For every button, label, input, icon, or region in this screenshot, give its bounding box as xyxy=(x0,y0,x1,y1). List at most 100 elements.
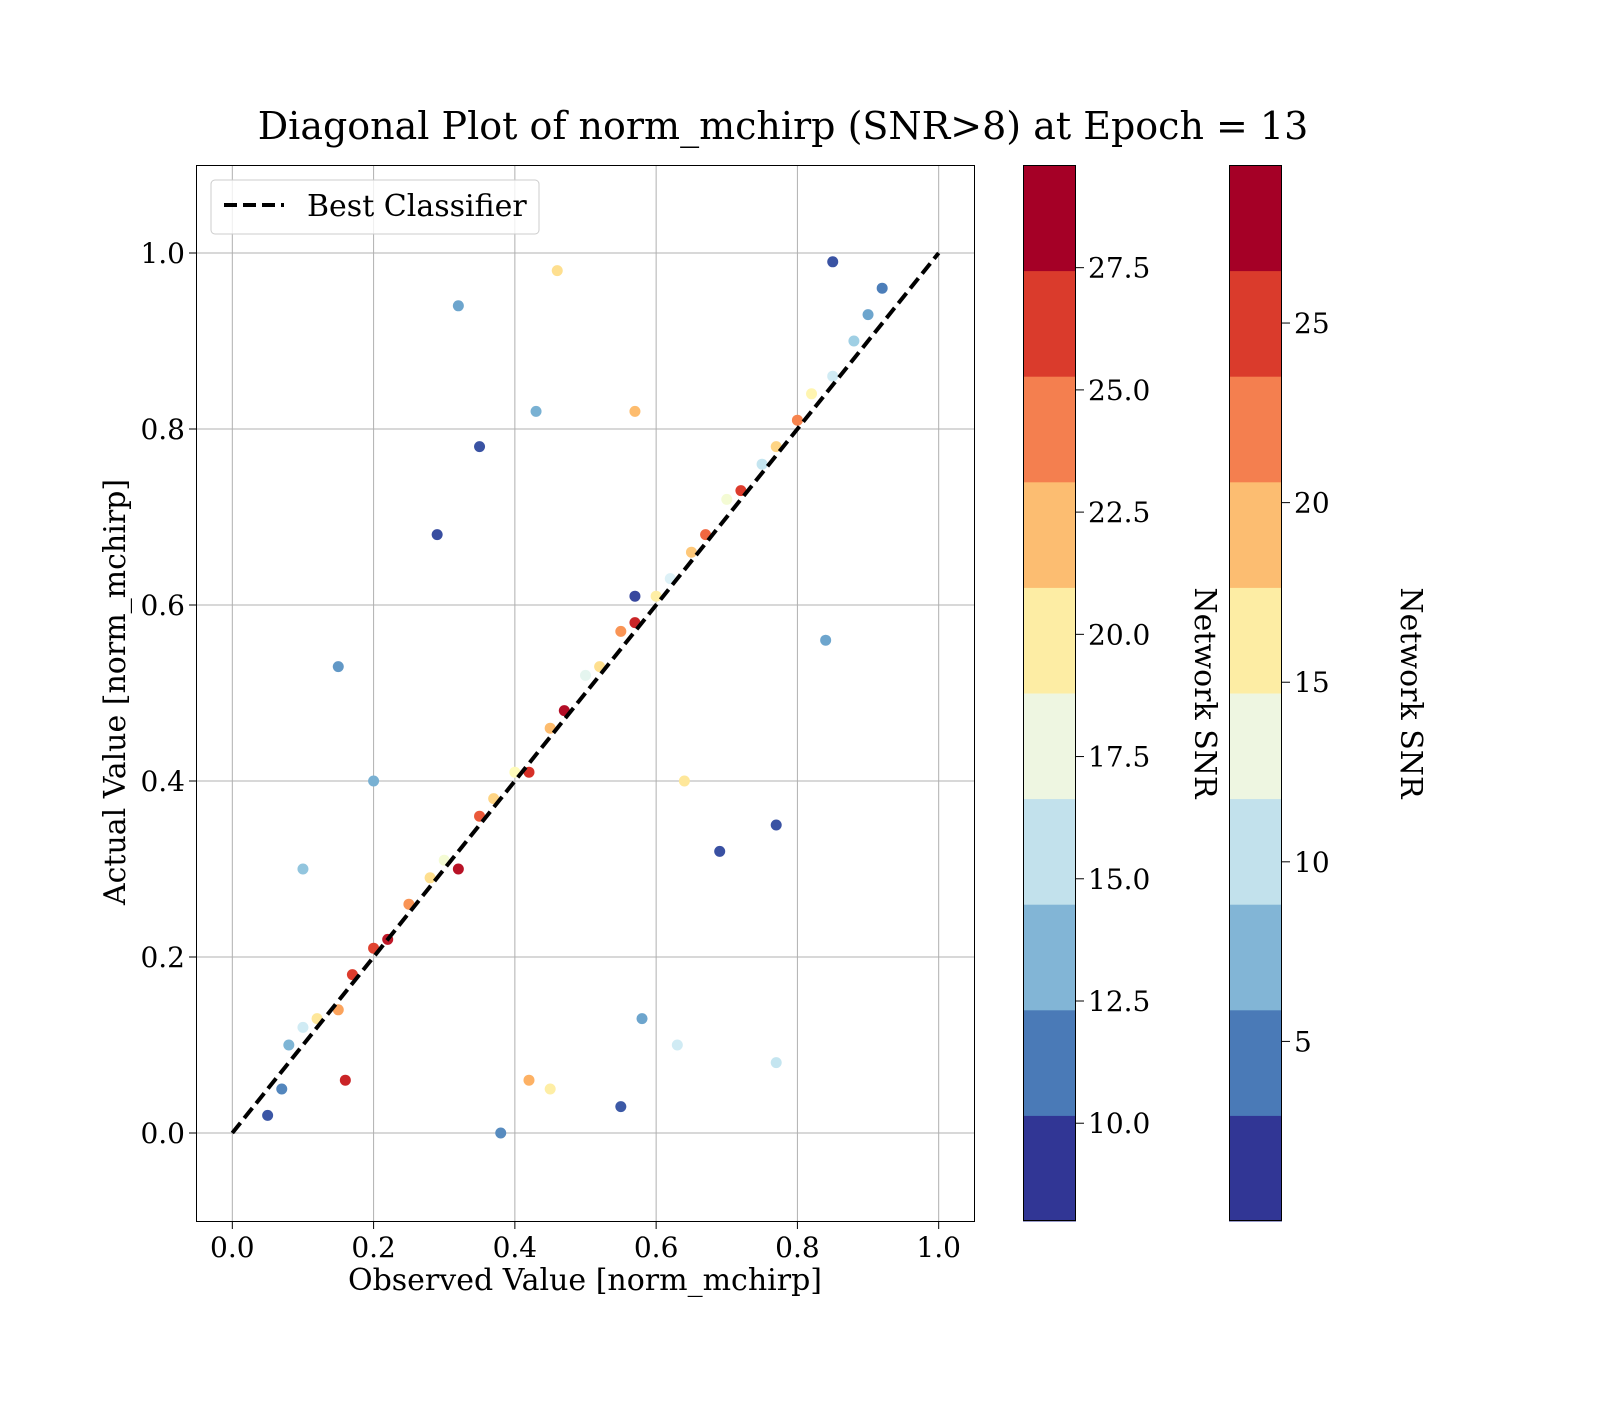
colorbar-tick-label: 27.5 xyxy=(1088,252,1150,285)
x-tick-label: 0.0 xyxy=(210,1231,255,1264)
scatter-point xyxy=(770,1057,782,1069)
scatter-point xyxy=(678,775,690,787)
colorbar-tick-label: 22.5 xyxy=(1088,496,1150,529)
x-tick-label: 0.2 xyxy=(351,1231,396,1264)
scatter-point xyxy=(615,625,627,637)
colorbar-band xyxy=(1023,376,1076,483)
grid-layer xyxy=(197,165,974,1221)
y-tick-label: 0.8 xyxy=(140,413,185,446)
colorbar-snr-1: 10.0 12.5 15.0 17.5 20.0 22.5 25.0 27.5 Network … xyxy=(1023,165,1222,1222)
scatter-point xyxy=(551,265,563,277)
scatter-point xyxy=(368,775,380,787)
colorbar-tick-label: 25.0 xyxy=(1088,374,1150,407)
scatter-point xyxy=(671,1039,683,1051)
scatter-point xyxy=(876,282,888,294)
colorbar-snr-2: 5 10 15 20 25 Network SNR xyxy=(1229,165,1428,1222)
scatter-point xyxy=(452,300,464,312)
colorbar-band xyxy=(1229,1009,1282,1116)
y-tick-label: 1.0 xyxy=(140,237,185,270)
colorbar-tick-label: 17.5 xyxy=(1088,741,1150,774)
colorbar-band xyxy=(1229,376,1282,483)
scatter-point xyxy=(262,1109,274,1121)
scatter-point xyxy=(431,529,443,541)
plot-frame xyxy=(196,165,975,1222)
colorbar-band xyxy=(1229,165,1282,272)
colorbar-band xyxy=(1023,1009,1076,1116)
colorbar-band xyxy=(1023,904,1076,1011)
colorbar-band xyxy=(1023,481,1076,588)
scatter-point xyxy=(629,405,641,417)
colorbar-band xyxy=(1023,587,1076,694)
y-axis-label: Actual Value [norm_mchirp] xyxy=(98,479,133,906)
scatter-point xyxy=(424,872,436,884)
scatter-point xyxy=(332,661,344,673)
scatter-point xyxy=(770,819,782,831)
colorbar-tick-label: 10.0 xyxy=(1088,1107,1150,1140)
x-axis-label: Observed Value [norm_mchirp] xyxy=(348,1263,822,1298)
scatter-point xyxy=(339,1074,351,1086)
scatter-point xyxy=(827,256,839,268)
colorbar-band xyxy=(1229,1115,1282,1222)
scatter-point xyxy=(848,335,860,347)
reference-line-layer xyxy=(230,251,941,1135)
scatter-point xyxy=(827,370,839,382)
scatter-point xyxy=(523,1074,535,1086)
scatter-point xyxy=(862,309,874,321)
axis-ticks: 0.0 0.2 0.4 0.6 0.8 1.0 0.0 0.2 0.4 0.6 0.8 1.0 xyxy=(140,237,960,1264)
scatter-point xyxy=(580,669,591,681)
scatter-point xyxy=(615,1101,627,1113)
reference-line-best-classifier xyxy=(230,251,941,1135)
scatter-point xyxy=(530,405,542,417)
colorbar-band xyxy=(1023,798,1076,905)
scatter-point xyxy=(474,441,486,453)
scatter-point xyxy=(714,845,726,857)
colorbar-band xyxy=(1229,904,1282,1011)
scatter-point xyxy=(791,414,803,426)
y-tick-label: 0.6 xyxy=(140,589,185,622)
scatter-point xyxy=(629,590,641,602)
colorbar-tick-label: 20.0 xyxy=(1088,618,1150,651)
colorbar-band xyxy=(1229,270,1282,377)
colorbar-tick-label: 15 xyxy=(1294,666,1330,699)
scatter-point xyxy=(636,1013,648,1025)
scatter-point xyxy=(544,1083,556,1095)
legend-label-best-classifier: Best Classifier xyxy=(307,189,527,224)
colorbar-band xyxy=(1023,1115,1076,1222)
colorbar-band xyxy=(1229,798,1282,905)
colorbar-band xyxy=(1229,693,1282,800)
chart-title: Diagonal Plot of norm_mchirp (SNR>8) at … xyxy=(258,104,1309,149)
scatter-point xyxy=(806,388,818,400)
colorbar-band xyxy=(1229,587,1282,694)
x-tick-label: 0.6 xyxy=(634,1231,679,1264)
scatter-point xyxy=(685,546,697,558)
colorbar-band xyxy=(1023,270,1076,377)
scatter-point xyxy=(721,493,733,505)
y-tick-label: 0.4 xyxy=(140,765,185,798)
scatter-points xyxy=(262,256,888,1139)
legend-box xyxy=(210,179,540,235)
y-tick-label: 0.2 xyxy=(140,941,185,974)
colorbar-tick-label: 12.5 xyxy=(1088,985,1150,1018)
scatter-point xyxy=(276,1083,288,1095)
legend: Best Classifier xyxy=(210,179,540,235)
scatter-point xyxy=(820,634,832,646)
colorbar-band xyxy=(1023,165,1076,272)
scatter-point xyxy=(452,863,464,875)
scatter-point xyxy=(756,458,768,470)
x-tick-label: 0.4 xyxy=(493,1231,538,1264)
scatter-point xyxy=(283,1039,295,1051)
colorbar-tick-label: 10 xyxy=(1294,846,1330,879)
y-tick-label: 0.0 xyxy=(140,1117,185,1150)
scatter-point xyxy=(297,1021,309,1033)
colorbar-tick-label: 20 xyxy=(1294,487,1330,520)
colorbar-frame xyxy=(1229,165,1282,1221)
colorbar-tick-label: 25 xyxy=(1294,307,1330,340)
colorbar-band xyxy=(1229,481,1282,588)
x-tick-label: 1.0 xyxy=(916,1231,961,1264)
x-tick-label: 0.8 xyxy=(775,1231,820,1264)
scatter-point xyxy=(297,863,309,875)
scatter-point xyxy=(650,590,662,602)
colorbar-band xyxy=(1023,693,1076,800)
